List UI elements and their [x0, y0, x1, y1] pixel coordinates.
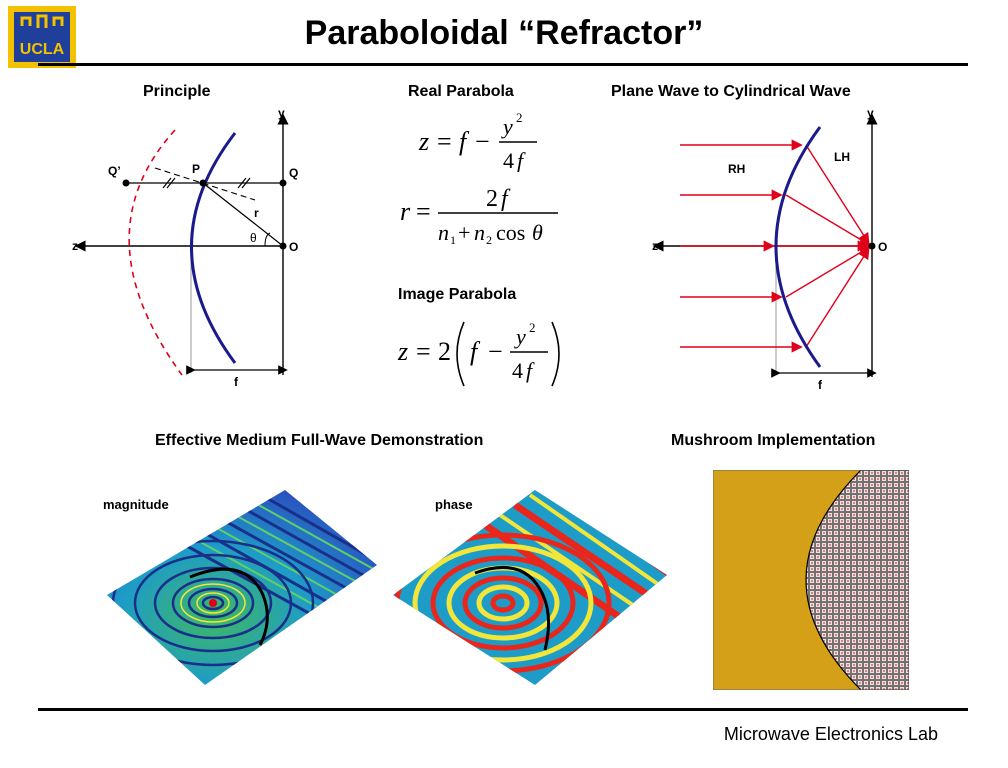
svg-text:2: 2	[486, 233, 492, 246]
svg-text:=: =	[416, 197, 431, 226]
svg-text:z: z	[418, 127, 429, 156]
label-z-wave: z	[652, 239, 658, 253]
label-p: P	[192, 162, 200, 176]
svg-text:f: f	[526, 358, 535, 383]
svg-text:f: f	[459, 127, 470, 156]
svg-text:2: 2	[516, 110, 523, 125]
svg-text:2: 2	[486, 186, 498, 212]
svg-text:n: n	[474, 220, 485, 245]
heading-real-parabola: Real Parabola	[408, 83, 514, 100]
label-z: z	[72, 239, 78, 253]
title-rule	[38, 63, 968, 66]
svg-text:2: 2	[438, 337, 451, 366]
svg-text:f: f	[470, 337, 481, 366]
page-title: Paraboloidal “Refractor”	[304, 14, 704, 52]
label-y: y	[278, 106, 285, 120]
svg-text:θ: θ	[532, 220, 543, 245]
label-q: Q	[289, 166, 298, 180]
principle-diagram: Q’ P Q r θ O z y f	[72, 106, 298, 389]
svg-text:z: z	[397, 337, 408, 366]
label-f-wave: f	[818, 378, 823, 390]
heading-plane-to-cylindrical: Plane Wave to Cylindrical Wave	[611, 83, 851, 100]
svg-text:−: −	[488, 337, 503, 366]
label-o-wave: O	[878, 240, 887, 254]
plane-wave-diagram: RH LH O z y f	[652, 106, 887, 390]
svg-text:=: =	[437, 127, 452, 156]
svg-text:=: =	[416, 337, 431, 366]
svg-text:4: 4	[512, 358, 523, 383]
heading-principle: Principle	[143, 83, 211, 100]
svg-text:f: f	[517, 148, 526, 172]
equation-image-parabola: z = 2 f − y 2 4 f	[397, 320, 560, 387]
label-r: r	[254, 206, 259, 220]
svg-text:f: f	[501, 186, 511, 212]
heading-image-parabola: Image Parabola	[398, 286, 517, 303]
svg-text:y: y	[501, 114, 513, 139]
label-rh: RH	[728, 162, 745, 176]
label-magnitude: magnitude	[103, 497, 169, 512]
mushroom-implementation	[713, 470, 909, 690]
svg-text:cos: cos	[496, 220, 525, 245]
heading-effective-medium: Effective Medium Full-Wave Demonstration	[155, 432, 484, 449]
ucla-logo: UCLA	[8, 6, 76, 68]
svg-text:−: −	[475, 127, 490, 156]
label-o: O	[289, 240, 298, 254]
svg-text:r: r	[400, 197, 411, 226]
label-y-wave: y	[867, 106, 874, 120]
label-f: f	[234, 375, 239, 389]
label-q-prime: Q’	[108, 164, 121, 178]
logo-text: UCLA	[20, 41, 65, 58]
equation-real-parabola-z: z = f − y 2 4 f	[418, 110, 537, 172]
phase-simulation: phase	[393, 490, 667, 685]
svg-text:1: 1	[450, 233, 456, 246]
svg-text:n: n	[438, 220, 449, 245]
label-phase: phase	[435, 497, 473, 512]
label-lh: LH	[834, 150, 850, 164]
equation-real-parabola-r: r = 2 f n 1 + n 2 cos θ	[400, 186, 558, 246]
magnitude-simulation: magnitude	[103, 490, 377, 685]
svg-text:y: y	[514, 324, 526, 349]
footer-rule	[38, 708, 968, 711]
heading-mushroom: Mushroom Implementation	[671, 432, 876, 449]
svg-text:2: 2	[529, 320, 536, 335]
footer-lab-name: Microwave Electronics Lab	[723, 724, 938, 744]
svg-text:4: 4	[503, 148, 514, 172]
svg-text:+: +	[458, 220, 470, 245]
label-theta: θ	[250, 231, 257, 245]
